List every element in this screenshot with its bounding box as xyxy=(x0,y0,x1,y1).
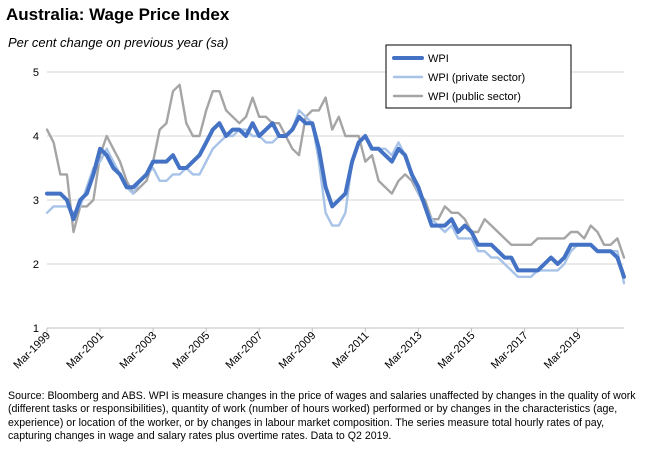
x-tick-label: Mar-2013 xyxy=(383,330,425,372)
x-tick-label: Mar-2005 xyxy=(171,330,213,372)
series-line-0 xyxy=(45,114,626,279)
x-tick-label: Mar-2019 xyxy=(542,330,584,372)
x-tick-label: Mar-2017 xyxy=(489,330,531,372)
x-tick-label: Mar-2003 xyxy=(117,330,159,372)
y-tick-label: 2 xyxy=(33,259,39,271)
y-tick-label: 5 xyxy=(33,67,39,79)
y-tick-label: 3 xyxy=(33,195,39,207)
x-tick-label: Mar-2001 xyxy=(64,330,106,372)
chart-svg: 1 2 3 4 5 Mar-1999 Mar-2001 Mar-2003 Mar-2005 Mar… xyxy=(11,44,626,372)
x-tick-label: Mar-1999 xyxy=(11,330,53,372)
series-line-2 xyxy=(45,83,626,259)
y-tick-label: 1 xyxy=(33,323,39,335)
x-tick-label: Mar-2009 xyxy=(277,330,319,372)
legend-label: WPI (public sector) xyxy=(428,91,521,103)
x-tick-label: Mar-2015 xyxy=(436,330,478,372)
legend-label: WPI xyxy=(428,53,449,65)
source-footnote: Source: Bloomberg and ABS. WPI is measur… xyxy=(8,390,636,443)
chart-title: Australia: Wage Price Index xyxy=(6,5,230,24)
x-tick-label: Mar-2011 xyxy=(330,330,371,371)
legend-label: WPI (private sector) xyxy=(428,72,525,84)
x-tick-label: Mar-2007 xyxy=(224,330,266,372)
y-tick-label: 4 xyxy=(33,131,39,143)
chart-subtitle: Per cent change on previous year (sa) xyxy=(8,35,229,50)
